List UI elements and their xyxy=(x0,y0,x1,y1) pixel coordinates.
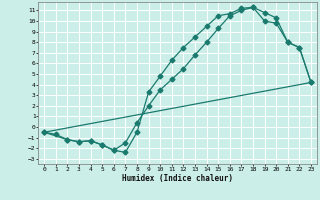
X-axis label: Humidex (Indice chaleur): Humidex (Indice chaleur) xyxy=(122,174,233,183)
